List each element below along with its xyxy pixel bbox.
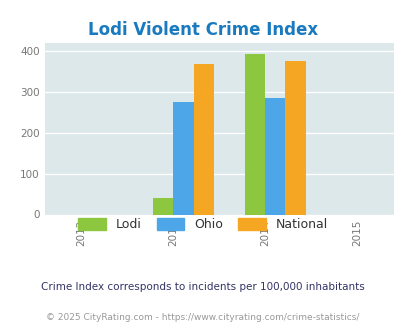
Bar	[193, 64, 213, 214]
Bar	[244, 54, 264, 214]
Bar	[153, 198, 173, 214]
Bar	[173, 102, 193, 214]
Bar	[285, 61, 305, 214]
Legend: Lodi, Ohio, National: Lodi, Ohio, National	[73, 213, 332, 236]
Text: Crime Index corresponds to incidents per 100,000 inhabitants: Crime Index corresponds to incidents per…	[41, 282, 364, 292]
Text: © 2025 CityRating.com - https://www.cityrating.com/crime-statistics/: © 2025 CityRating.com - https://www.city…	[46, 313, 359, 322]
Bar	[264, 98, 285, 214]
Text: Lodi Violent Crime Index: Lodi Violent Crime Index	[88, 21, 317, 40]
